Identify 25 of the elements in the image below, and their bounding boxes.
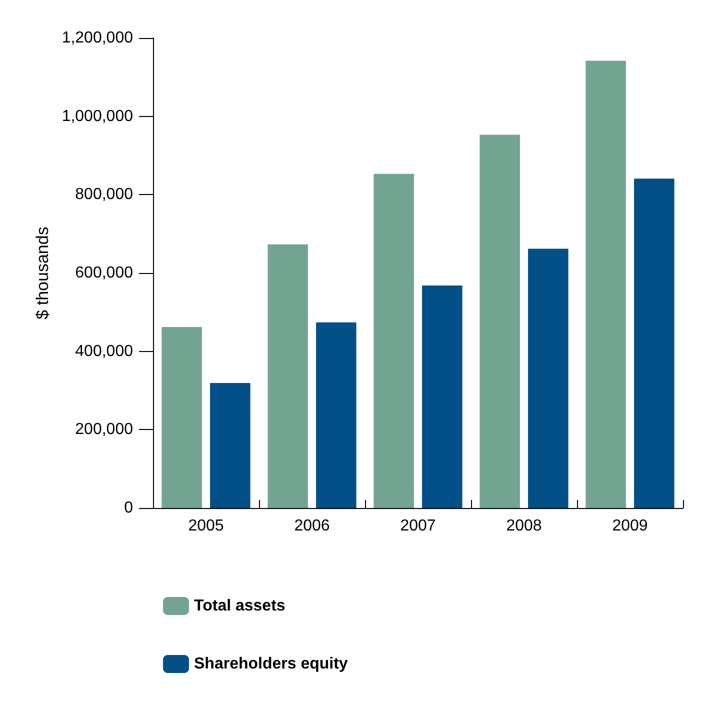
x-tick-label: 2009 [612,518,648,534]
x-tick-label: 2005 [188,518,224,534]
y-tick-label: 1,000,000 [62,108,134,125]
legend-label: Total assets [194,598,286,614]
bar [528,248,568,508]
y-tick-label: 1,200,000 [62,30,134,46]
x-tick-label: 2008 [506,518,542,534]
bar [162,327,202,508]
bar [422,286,462,508]
bar [268,244,308,508]
bar [316,322,356,508]
y-tick-label: 200,000 [75,421,134,438]
bar [586,60,626,508]
x-tick-label: 2006 [294,518,330,534]
x-tick-label: 2007 [400,518,436,534]
y-tick-label: 0 [124,500,134,516]
y-tick-label: 600,000 [75,264,134,282]
y-tick-label: 800,000 [75,186,134,204]
bar [374,174,414,508]
bar [480,134,520,508]
y-tick-label: 400,000 [75,342,134,360]
bar [634,178,674,508]
y-axis-title: $ thousands [32,226,52,320]
legend-label: Shareholders equity [194,656,348,672]
bar [210,383,250,508]
